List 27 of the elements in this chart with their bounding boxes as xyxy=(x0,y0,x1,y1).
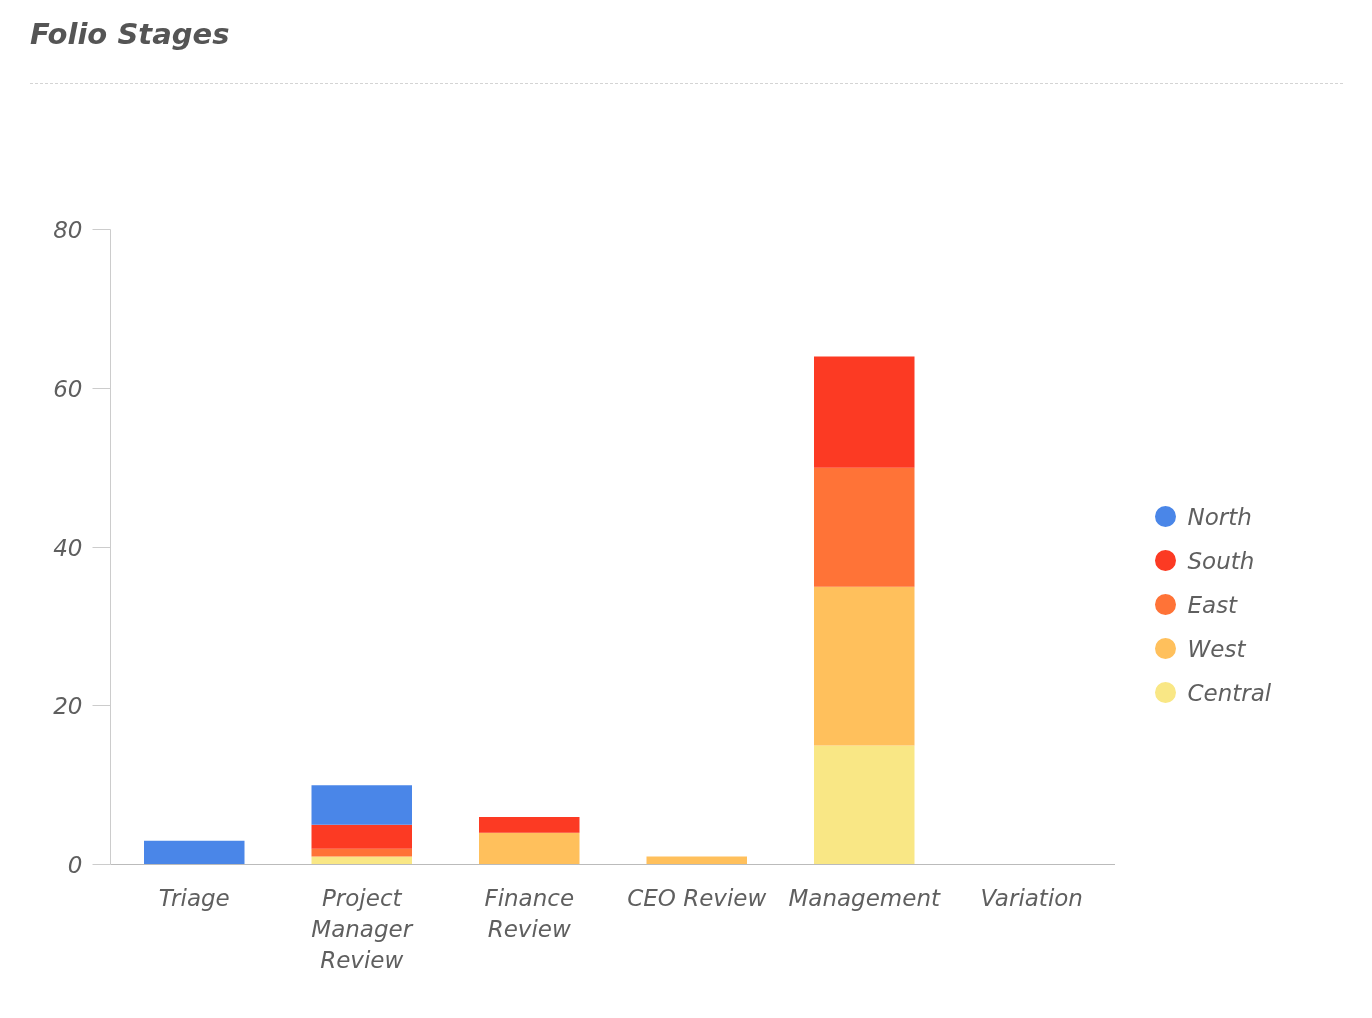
bar xyxy=(479,832,580,865)
x-tick-label: Finance Review xyxy=(484,884,575,942)
x-tick-label: CEO Review xyxy=(627,884,767,911)
y-tick-label: 20 xyxy=(53,693,83,720)
x-tick-label: Triage xyxy=(158,884,230,911)
y-tick-label: 60 xyxy=(53,375,83,402)
bar xyxy=(814,586,915,746)
x-tick-label: Project Manager Review xyxy=(311,884,414,973)
bar xyxy=(814,467,915,587)
legend-label: North xyxy=(1187,503,1252,530)
legend-label: South xyxy=(1187,547,1255,574)
y-tick-label: 80 xyxy=(53,217,83,243)
chart-title: Folio Stages xyxy=(30,16,230,53)
legend-label: West xyxy=(1187,635,1247,662)
bar xyxy=(311,824,412,849)
bar xyxy=(311,785,412,825)
bar xyxy=(814,356,915,468)
bar xyxy=(144,840,245,865)
legend-label: East xyxy=(1187,591,1239,618)
bar xyxy=(479,816,580,833)
y-tick-label: 0 xyxy=(67,852,83,878)
legend-label: Central xyxy=(1187,679,1272,706)
bar xyxy=(311,848,412,857)
x-tick-label: Variation xyxy=(980,884,1083,911)
x-tick-label: Management xyxy=(788,884,941,911)
bar xyxy=(814,745,915,865)
y-tick-label: 40 xyxy=(53,534,83,561)
